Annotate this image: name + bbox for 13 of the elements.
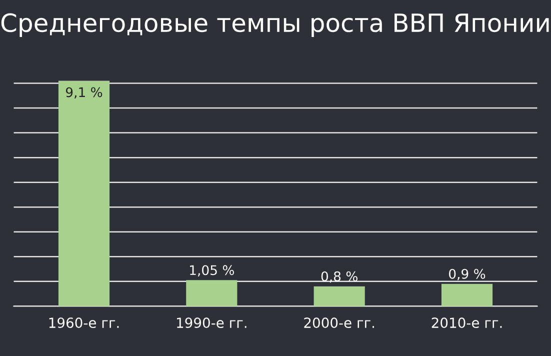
x-tick-label: 1990-е гг.	[177, 318, 246, 328]
bar	[314, 286, 365, 306]
x-tick-label: 1960-е гг.	[49, 318, 119, 328]
bar	[58, 80, 110, 306]
x-tick-label: 2000-е гг.	[304, 318, 374, 328]
data-label: 1,05 %	[190, 265, 234, 276]
data-label: 9,1 %	[66, 87, 102, 99]
x-tick-label: 2010-е гг.	[432, 318, 502, 328]
data-label: 0,9 %	[449, 268, 486, 280]
data-label: 0,8 %	[321, 271, 358, 283]
bar	[186, 280, 238, 306]
chart-title: Среднегодовые темпы роста ВВП Японии	[1, 13, 549, 38]
bar	[441, 284, 493, 306]
